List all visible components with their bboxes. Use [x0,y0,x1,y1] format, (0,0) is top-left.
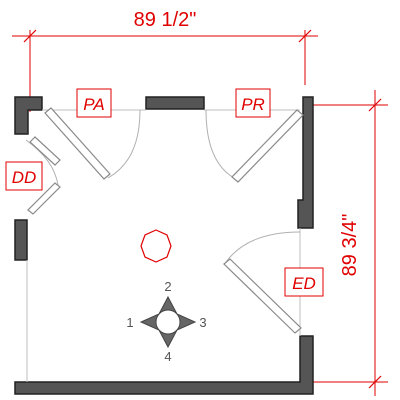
door-tag-dd-label: DD [12,168,37,187]
wall-top-center [145,96,205,110]
dd-door-swing [25,139,59,186]
dimension-height: 89 3/4" [305,90,388,396]
pr-door-leaf [231,109,304,183]
pa-door-swing [107,109,141,179]
door-tag-ed-label: ED [292,274,316,293]
door-tag-pr: PR [235,88,271,118]
height-dimension-label: 89 3/4" [339,214,361,277]
pa-door-leaf [44,107,111,180]
wall-right-upper [297,96,314,229]
dd-door-leaf-upper [29,136,61,166]
compass-label-east: 3 [199,315,206,330]
camera-direction-icon: 2 1 3 4 [126,279,206,364]
compass-center-icon [155,309,181,335]
door-leaves [27,107,304,334]
compass-label-south: 4 [164,349,171,364]
wall-bottom [14,335,314,395]
door-tag-pr-label: PR [241,95,265,114]
ed-door-swing [225,231,301,263]
door-tag-pa-label: PA [83,95,104,114]
pr-door-swing [205,109,239,181]
dimension-width: 89 1/2" [12,9,318,112]
ceiling-light-icon [140,229,172,263]
wall-left-segment [14,219,28,261]
compass-label-north: 2 [164,279,171,294]
compass-label-west: 1 [126,315,133,330]
door-tag-pa: PA [76,88,112,118]
width-dimension-label: 89 1/2" [134,9,197,31]
wall-top-left-corner [14,96,43,135]
ed-door-leaf [223,258,302,334]
walls [14,96,314,395]
dd-door-leaf-lower [27,182,61,215]
door-tag-ed: ED [284,267,324,297]
door-tag-dd: DD [5,161,43,191]
